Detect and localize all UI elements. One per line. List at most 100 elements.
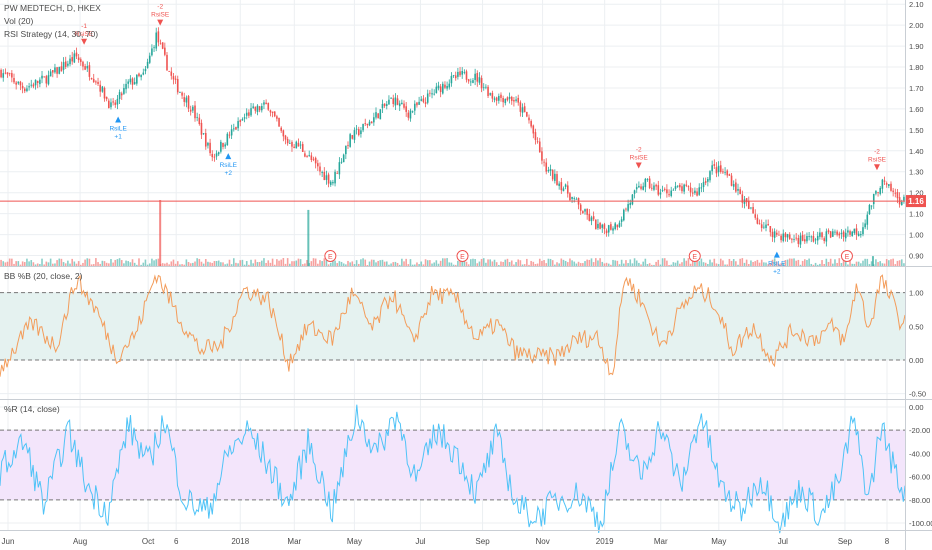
candle-body — [263, 102, 265, 105]
volume-bar — [894, 264, 897, 266]
buy-arrow-icon — [115, 116, 122, 123]
volume-bar — [754, 261, 757, 266]
volume-bar — [730, 260, 733, 266]
volume-bar — [801, 260, 804, 266]
volume-bar — [808, 258, 810, 266]
candle-body — [32, 84, 35, 87]
candle-body — [819, 232, 821, 237]
candle-body — [661, 190, 664, 192]
earnings-icon — [840, 250, 853, 262]
volume-bar — [394, 261, 397, 266]
volume-bar — [666, 260, 668, 266]
volume-bar — [220, 262, 222, 266]
volume-bar — [719, 258, 722, 266]
candle-body — [297, 142, 300, 147]
volume-bar — [261, 260, 263, 266]
candle-body — [267, 103, 270, 110]
volume-bar — [381, 259, 384, 266]
volume-bar — [691, 259, 694, 266]
volume-bar — [36, 263, 39, 266]
volume-bar — [207, 261, 209, 266]
candle-body — [612, 228, 614, 231]
sell-arrow-icon — [635, 162, 642, 169]
candle-body — [301, 144, 304, 152]
candle-body — [620, 219, 623, 222]
volume-bar — [489, 259, 492, 266]
candle-body — [821, 232, 823, 238]
volume-bar — [879, 261, 882, 266]
volume-bar — [198, 258, 201, 266]
candle-body — [4, 72, 7, 74]
volume-bar — [151, 258, 153, 266]
wr-y-tick-label: -60.00 — [909, 473, 930, 482]
volume-bar — [681, 262, 683, 266]
candle-body — [599, 222, 601, 229]
candle-body — [696, 191, 698, 196]
candle-body — [627, 204, 629, 211]
wr-legend: %R (14, close) — [4, 404, 60, 414]
volume-bar — [138, 258, 140, 266]
volume-bar — [631, 263, 634, 266]
candle-body — [651, 187, 653, 189]
candle-body — [644, 178, 647, 188]
volume-bar — [756, 259, 759, 266]
candle-body — [299, 144, 302, 146]
volume-bar — [549, 258, 552, 266]
volume-bar — [211, 262, 214, 266]
volume-bar — [446, 258, 448, 266]
candle-body — [461, 70, 463, 75]
candle-body — [261, 106, 263, 111]
volume-bar — [161, 263, 164, 266]
earnings-icon — [324, 250, 337, 262]
candle-body — [62, 62, 65, 70]
volume-bar — [711, 262, 713, 266]
candle-body — [597, 223, 599, 229]
volume-bar — [228, 259, 231, 266]
volume-bar — [597, 260, 599, 266]
volume-bar — [521, 264, 524, 266]
candle-body — [610, 224, 612, 230]
candle-body — [793, 239, 795, 240]
candle-body — [245, 112, 248, 116]
volume-bar — [603, 263, 606, 266]
volume-bar — [679, 263, 681, 266]
candle-body — [556, 174, 558, 186]
signal-label: RsiSE — [75, 31, 94, 38]
candle-body — [176, 79, 179, 93]
volume-bar — [885, 259, 888, 266]
candle-body — [614, 223, 616, 230]
candle-body — [797, 237, 800, 244]
x-tick-label: Sep — [838, 537, 853, 546]
candle-body — [640, 186, 642, 189]
candle-body — [547, 169, 550, 172]
candle-body — [666, 189, 668, 194]
volume-bar — [566, 262, 569, 266]
volume-bar — [4, 262, 7, 266]
volume-bar — [329, 262, 332, 266]
candle-body — [767, 223, 769, 226]
earnings-icon — [688, 250, 701, 262]
candle-body — [26, 88, 28, 92]
candle-body — [319, 166, 321, 172]
volume-bar — [413, 264, 416, 266]
candle-body — [560, 182, 563, 191]
candle-body — [832, 231, 834, 237]
volume-bar — [215, 261, 218, 266]
candle-body — [56, 67, 58, 74]
price-y-tick-label: 2.10 — [909, 0, 924, 9]
volume-bar — [838, 258, 841, 266]
volume-bar — [784, 260, 787, 266]
volume-bar — [707, 263, 709, 266]
candle-body — [829, 231, 832, 238]
volume-bar — [866, 258, 869, 266]
candle-body — [289, 143, 291, 144]
candle-body — [71, 57, 73, 62]
volume-bar — [612, 259, 614, 266]
candle-body — [108, 100, 110, 109]
volume-bar — [594, 258, 597, 266]
candle-body — [739, 189, 741, 195]
candle-body — [209, 142, 211, 154]
candle-body — [558, 183, 560, 186]
